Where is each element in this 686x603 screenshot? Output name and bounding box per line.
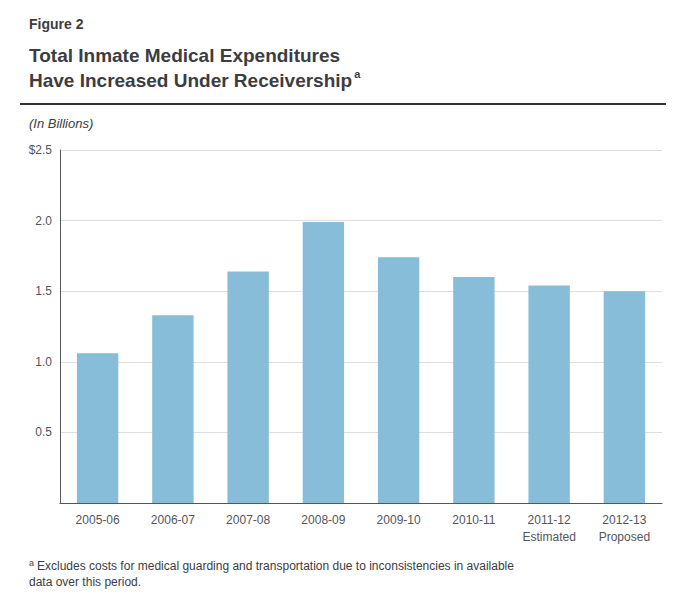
svg-text:1.0: 1.0 bbox=[35, 355, 52, 369]
svg-text:Proposed: Proposed bbox=[599, 530, 650, 544]
svg-text:Total Inmate Medical Expenditu: Total Inmate Medical Expenditures bbox=[29, 45, 340, 66]
svg-text:$2.5: $2.5 bbox=[29, 143, 53, 157]
svg-text:(In Billions): (In Billions) bbox=[29, 116, 93, 131]
svg-text:2006-07: 2006-07 bbox=[151, 513, 195, 527]
svg-text:Estimated: Estimated bbox=[522, 530, 575, 544]
svg-text:2008-09: 2008-09 bbox=[301, 513, 345, 527]
svg-text:Excludes costs for medical gua: Excludes costs for medical guarding and … bbox=[37, 559, 517, 573]
svg-text:Figure 2: Figure 2 bbox=[29, 16, 84, 32]
svg-text:2010-11: 2010-11 bbox=[452, 513, 495, 527]
svg-text:Have Increased Under Receivers: Have Increased Under Receivership bbox=[29, 70, 352, 91]
svg-text:2005-06: 2005-06 bbox=[76, 513, 120, 527]
svg-text:2011-12: 2011-12 bbox=[528, 513, 571, 527]
svg-text:0.5: 0.5 bbox=[35, 425, 52, 439]
svg-text:2.0: 2.0 bbox=[35, 214, 52, 228]
svg-text:2007-08: 2007-08 bbox=[226, 513, 270, 527]
svg-text:1.5: 1.5 bbox=[35, 284, 52, 298]
svg-text:a: a bbox=[354, 68, 361, 80]
svg-text:data over this period.: data over this period. bbox=[29, 575, 141, 589]
svg-text:2012-13: 2012-13 bbox=[602, 513, 646, 527]
svg-text:2009-10: 2009-10 bbox=[377, 513, 421, 527]
svg-text:a: a bbox=[29, 558, 34, 568]
